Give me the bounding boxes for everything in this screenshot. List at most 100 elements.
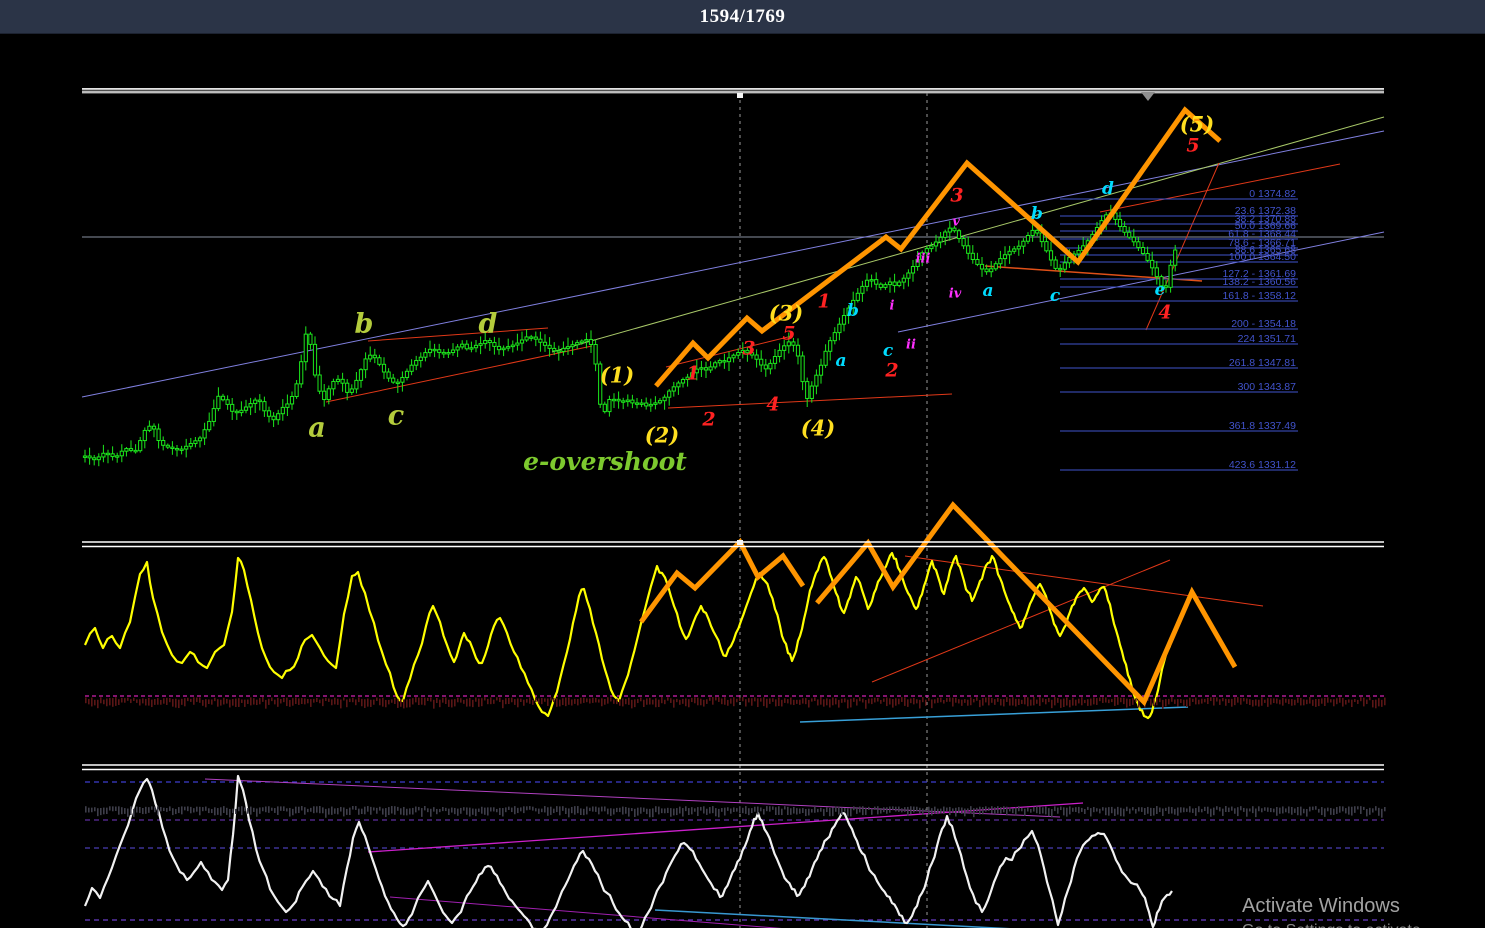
histogram-tick xyxy=(955,807,957,817)
histogram-tick xyxy=(829,808,831,817)
histogram-tick xyxy=(178,807,180,814)
histogram-tick xyxy=(646,808,648,815)
histogram-tick xyxy=(259,698,261,705)
candle-body xyxy=(1025,235,1031,242)
histogram-tick xyxy=(184,698,186,707)
candle-body xyxy=(1058,267,1063,271)
histogram-tick xyxy=(223,806,225,813)
histogram-tick xyxy=(1177,699,1179,707)
candle-body xyxy=(657,400,663,404)
histogram-tick xyxy=(175,808,177,815)
histogram-tick xyxy=(460,807,462,814)
histogram-tick xyxy=(373,807,375,811)
candle-body xyxy=(368,354,373,360)
histogram-tick xyxy=(622,806,624,815)
histogram-tick xyxy=(412,807,414,815)
histogram-tick xyxy=(1153,808,1155,816)
histogram-tick xyxy=(586,698,588,703)
histogram-tick xyxy=(952,697,954,707)
fib-level-label: 138.2 - 1360.56 xyxy=(1222,276,1296,288)
histogram-tick xyxy=(784,698,786,703)
fib-level-label: 88.6 1365.68 xyxy=(1235,244,1296,256)
histogram-tick xyxy=(499,697,501,703)
histogram-tick xyxy=(1324,808,1326,817)
histogram-tick xyxy=(1156,697,1158,706)
panel-separator-bar xyxy=(82,91,1384,94)
histogram-tick xyxy=(433,807,435,812)
histogram-tick xyxy=(262,807,264,812)
histogram-tick xyxy=(1027,807,1029,812)
anchor-square-marker xyxy=(737,540,743,545)
histogram-tick xyxy=(250,697,252,706)
fib-level-label: 50.0 1369.66 xyxy=(1235,220,1296,232)
histogram-tick xyxy=(133,808,135,817)
histogram-tick xyxy=(1105,807,1107,816)
histogram-tick xyxy=(574,806,576,815)
candle-body xyxy=(414,360,419,366)
fib-level-label: 261.8 1347.81 xyxy=(1229,357,1296,369)
histogram-tick xyxy=(136,806,138,813)
histogram-tick xyxy=(286,808,288,812)
wave-label: b xyxy=(847,301,859,321)
histogram-tick xyxy=(676,698,678,703)
histogram-tick xyxy=(904,807,906,812)
histogram-tick xyxy=(1165,807,1167,811)
histogram-tick xyxy=(1213,807,1215,816)
histogram-tick xyxy=(520,698,522,702)
histogram-tick xyxy=(529,806,531,810)
candle-body xyxy=(211,408,216,422)
histogram-tick xyxy=(1021,807,1023,812)
histogram-tick xyxy=(586,806,588,815)
candle-body xyxy=(294,383,299,398)
fib-level-label: 78.6 - 1366.71 xyxy=(1228,237,1296,249)
histogram-tick xyxy=(484,807,486,815)
histogram-tick xyxy=(520,807,522,812)
histogram-tick xyxy=(367,806,369,812)
candle-body xyxy=(745,349,750,354)
candle-body xyxy=(883,284,888,288)
histogram-tick xyxy=(1102,807,1104,811)
histogram-tick xyxy=(844,698,846,703)
histogram-tick xyxy=(883,698,885,702)
histogram-tick xyxy=(97,699,99,709)
histogram-tick xyxy=(658,806,660,815)
candle-body xyxy=(676,382,681,388)
histogram-tick xyxy=(211,699,213,705)
histogram-tick xyxy=(913,697,915,705)
histogram-tick xyxy=(805,808,807,817)
histogram-tick xyxy=(787,806,789,815)
candle-body xyxy=(409,364,414,372)
histogram-tick xyxy=(1252,699,1254,707)
histogram-tick xyxy=(454,699,456,707)
histogram-tick xyxy=(1198,699,1200,705)
wave-label: iv xyxy=(949,287,962,302)
histogram-tick xyxy=(997,698,999,702)
histogram-tick xyxy=(508,806,510,810)
histogram-tick xyxy=(163,698,165,704)
histogram-tick xyxy=(562,698,564,706)
wave-label: a xyxy=(982,281,993,301)
histogram-tick xyxy=(841,807,843,816)
histogram-tick xyxy=(346,808,348,815)
histogram-tick xyxy=(265,806,267,813)
histogram-tick xyxy=(1252,806,1254,814)
histogram-tick xyxy=(577,698,579,706)
histogram-tick xyxy=(802,808,804,813)
histogram-tick xyxy=(877,806,879,815)
histogram-tick xyxy=(883,807,885,813)
histogram-tick xyxy=(367,698,369,707)
histogram-tick xyxy=(436,808,438,815)
fib-level-label: 100.0 1364.50 xyxy=(1229,251,1296,263)
histogram-tick xyxy=(223,697,225,705)
candle-body xyxy=(869,279,874,282)
histogram-tick xyxy=(538,698,540,704)
candle-body xyxy=(1007,250,1012,256)
histogram-tick xyxy=(364,806,366,815)
histogram-tick xyxy=(493,807,495,812)
candle-body xyxy=(648,403,653,407)
histogram-tick xyxy=(979,699,981,708)
histogram-tick xyxy=(1192,808,1194,813)
histogram-tick xyxy=(610,697,612,702)
candle-body xyxy=(818,364,824,376)
